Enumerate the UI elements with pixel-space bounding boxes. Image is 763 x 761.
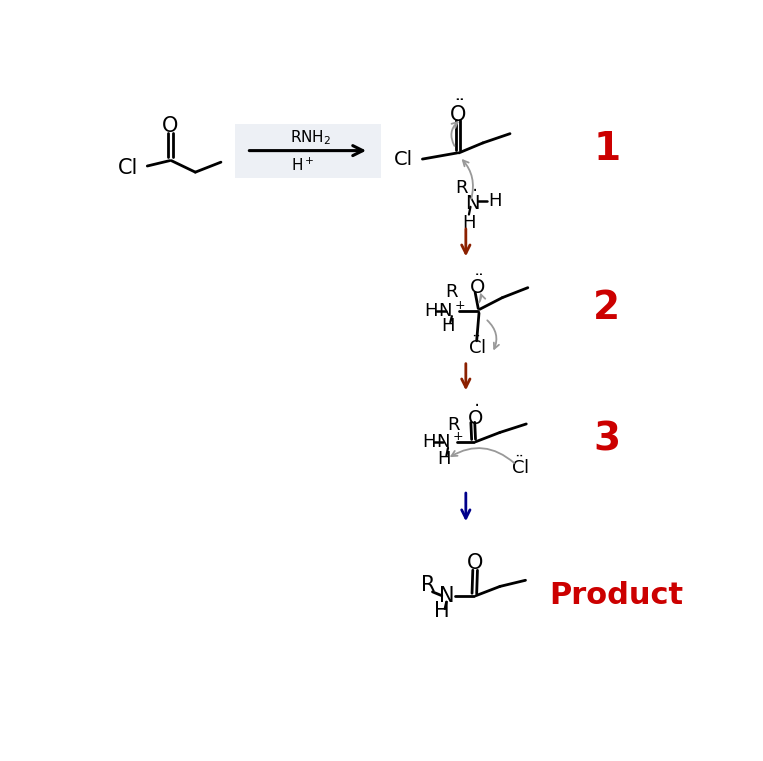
Text: N$^+$: N$^+$ xyxy=(436,432,463,451)
Text: H: H xyxy=(462,214,475,232)
Text: Cl: Cl xyxy=(394,150,413,169)
Text: Cl: Cl xyxy=(118,158,138,178)
FancyBboxPatch shape xyxy=(235,123,381,177)
Text: R: R xyxy=(447,416,459,434)
Text: 1: 1 xyxy=(594,130,620,168)
Text: H$^+$: H$^+$ xyxy=(291,157,315,174)
Text: Product: Product xyxy=(549,581,683,610)
Text: R: R xyxy=(446,282,458,301)
Text: $\ddot{\mathrm{C}}$l: $\ddot{\mathrm{C}}$l xyxy=(511,456,529,478)
Text: N: N xyxy=(439,586,455,606)
Text: H: H xyxy=(434,601,449,621)
Text: H: H xyxy=(424,302,438,320)
Text: $\ddot{\mathrm{O}}$: $\ddot{\mathrm{O}}$ xyxy=(468,274,485,298)
Text: H: H xyxy=(437,451,451,468)
Text: $\ddot{\mathrm{C}}$l: $\ddot{\mathrm{C}}$l xyxy=(468,336,487,358)
Text: H: H xyxy=(441,317,455,335)
Text: 2: 2 xyxy=(594,289,620,327)
Text: R: R xyxy=(455,179,468,196)
Text: $\dot{\mathrm{O}}$: $\dot{\mathrm{O}}$ xyxy=(467,404,483,428)
Text: H: H xyxy=(422,433,436,451)
Text: O: O xyxy=(163,116,179,136)
Text: $\ddot{\mathrm{O}}$: $\ddot{\mathrm{O}}$ xyxy=(449,100,467,126)
Text: 3: 3 xyxy=(594,420,620,458)
Text: R: R xyxy=(421,575,436,595)
Text: H: H xyxy=(488,193,501,211)
Text: O: O xyxy=(467,553,483,573)
Text: RNH$_2$: RNH$_2$ xyxy=(291,128,331,147)
Text: $\dot{\mathrm{N}}$: $\dot{\mathrm{N}}$ xyxy=(465,189,480,214)
Text: N$^+$: N$^+$ xyxy=(438,301,465,320)
